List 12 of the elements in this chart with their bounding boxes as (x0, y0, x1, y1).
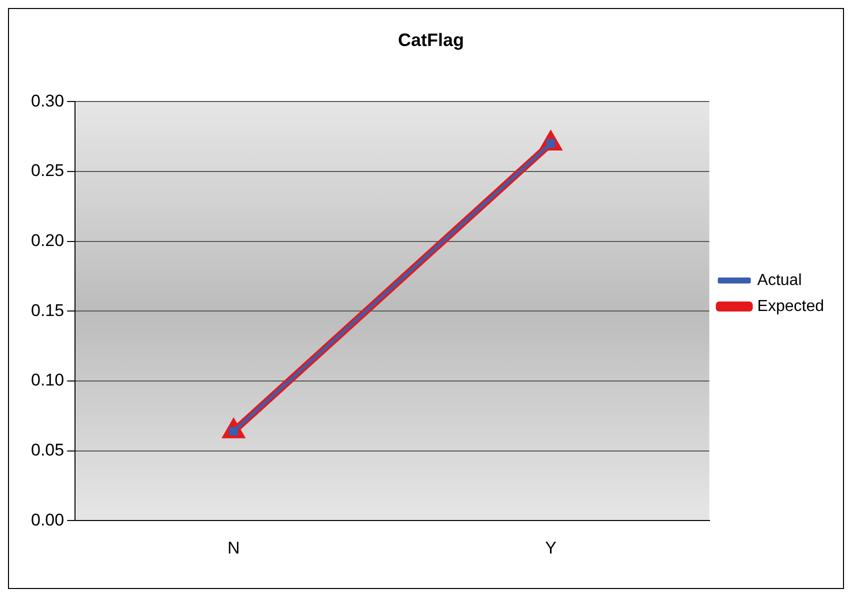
x-tick-label: Y (545, 538, 556, 558)
legend-label: Actual (757, 272, 802, 289)
y-tick-label: 0.30 (30, 91, 64, 110)
chart-title: CatFlag (398, 30, 464, 50)
y-tick-label: 0.25 (30, 161, 64, 180)
y-tick-label: 0.00 (30, 510, 64, 530)
legend-label: Expected (757, 298, 824, 315)
y-tick-label: 0.05 (30, 440, 64, 460)
y-tick-label: 0.20 (30, 230, 64, 250)
x-tick-label: N (227, 538, 240, 558)
y-tick-label: 0.15 (30, 300, 64, 320)
y-tick-label: 0.10 (30, 370, 64, 390)
